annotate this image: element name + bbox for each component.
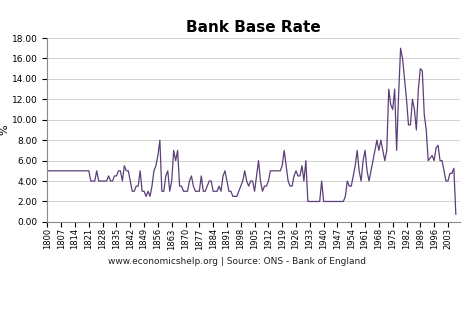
Bank Rate (453, 212, 459, 216)
Bank Rate (335, 200, 340, 204)
Line: Bank Rate: Bank Rate (47, 48, 456, 214)
Bank Rate (398, 46, 403, 50)
Bank Rate (441, 169, 447, 173)
Bank Rate (45, 169, 50, 173)
Bank Rate (74, 169, 80, 173)
Bank Rate (145, 189, 151, 193)
Bank Rate (187, 179, 192, 183)
Text: www.economicshelp.org | Source: ONS - Bank of England: www.economicshelp.org | Source: ONS - Ba… (108, 257, 366, 266)
Y-axis label: %: % (0, 125, 9, 135)
Title: Bank Base Rate: Bank Base Rate (186, 21, 321, 36)
Bank Rate (311, 200, 317, 204)
